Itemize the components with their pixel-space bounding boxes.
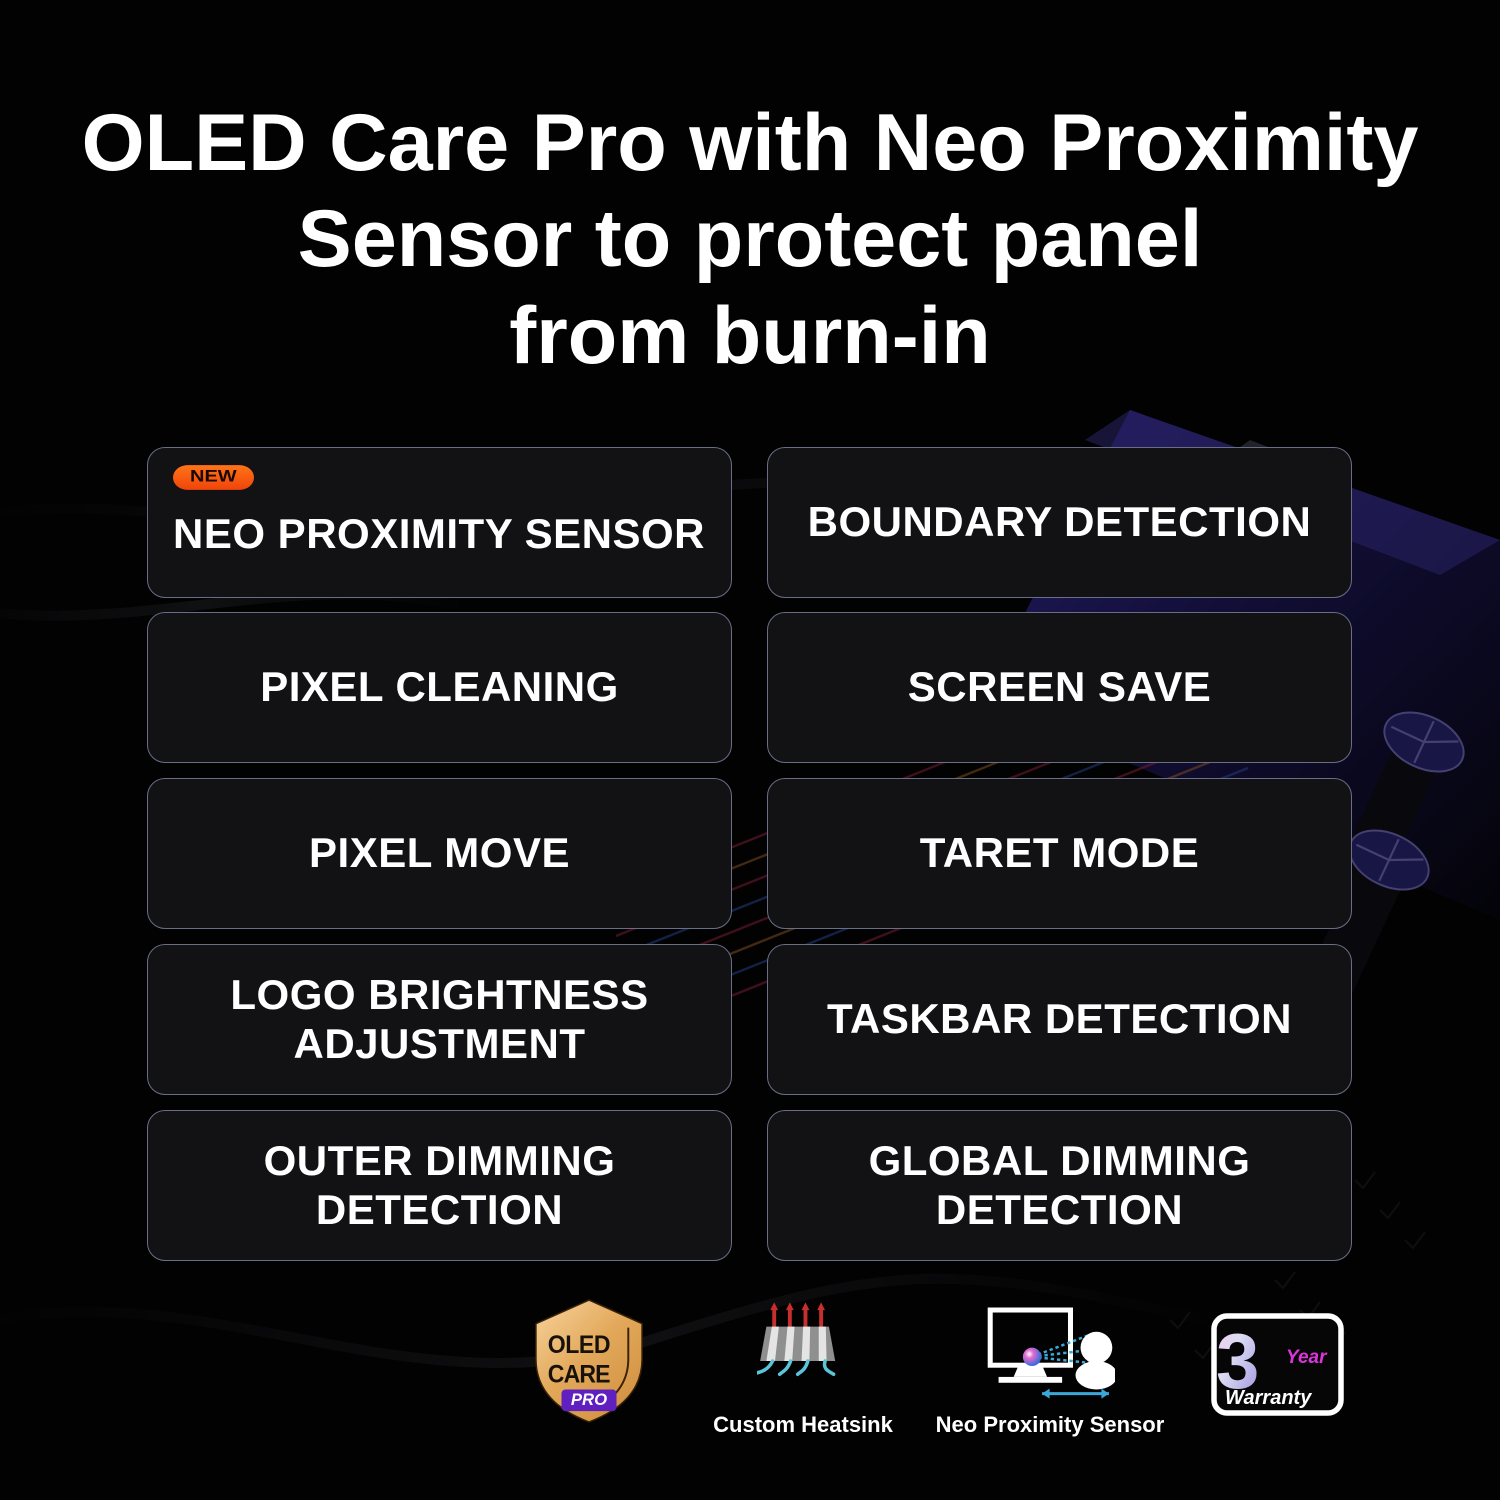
svg-text:Warranty: Warranty bbox=[1225, 1387, 1312, 1409]
svg-text:OLED: OLED bbox=[548, 1332, 611, 1360]
svg-text:PRO: PRO bbox=[571, 1390, 607, 1409]
svg-text:Year: Year bbox=[1286, 1347, 1328, 1368]
svg-text:CARE: CARE bbox=[548, 1361, 611, 1389]
